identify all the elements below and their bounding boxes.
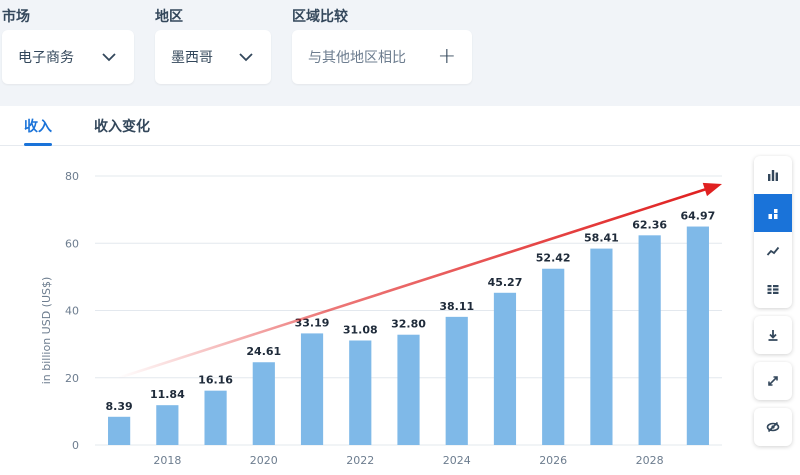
filter-bar: 市场 电子商务 地区 墨西哥 区域比较 与其他地区相比 + [0, 0, 800, 106]
expand-icon [768, 376, 778, 386]
trend-arrow [116, 182, 722, 380]
tab-revenue[interactable]: 收入 [24, 112, 52, 146]
x-tick-label: 2028 [636, 454, 664, 467]
data-label: 31.08 [343, 323, 378, 336]
visibility-group [754, 408, 792, 446]
bar[interactable] [445, 316, 468, 445]
bar[interactable] [493, 292, 517, 445]
y-axis-ticks: 0 20 40 60 80 [65, 170, 79, 452]
data-label: 11.84 [150, 388, 185, 401]
data-label: 24.61 [246, 345, 281, 358]
data-label: 38.11 [439, 300, 474, 313]
bar-chart-button[interactable] [754, 156, 792, 194]
bar[interactable] [300, 333, 324, 445]
x-tick-label: 2024 [443, 454, 471, 467]
hide-button[interactable] [754, 408, 792, 446]
stacked-chart-button[interactable] [754, 194, 792, 232]
y-tick-label: 40 [65, 305, 79, 318]
compare-region-button[interactable]: 与其他地区相比 + [292, 30, 472, 84]
y-tick-label: 0 [72, 439, 79, 452]
bars [108, 226, 709, 445]
data-label: 58.41 [584, 232, 619, 245]
chart-tabs: 收入 收入变化 [0, 106, 800, 146]
market-dropdown-value: 电子商务 [18, 50, 74, 66]
compare-filter: 区域比较 与其他地区相比 + [292, 6, 472, 84]
region-dropdown[interactable]: 墨西哥 [155, 30, 271, 84]
expand-button[interactable] [754, 362, 792, 400]
market-dropdown[interactable]: 电子商务 [2, 30, 134, 84]
table-icon [767, 285, 779, 294]
bar[interactable] [590, 248, 613, 445]
region-filter-label: 地区 [155, 9, 183, 25]
data-label: 64.97 [680, 210, 715, 223]
trend-arrow-line [116, 188, 707, 380]
trend-arrow-head [702, 182, 722, 197]
expand-group [754, 362, 792, 400]
stacked-chart-icon [768, 209, 778, 219]
chart-type-group [754, 156, 792, 308]
x-tick-label: 2018 [153, 454, 181, 467]
compare-region-label: 与其他地区相比 [308, 50, 406, 66]
x-tick-label: 2022 [346, 454, 374, 467]
region-filter: 地区 墨西哥 [155, 6, 271, 84]
chevron-down-icon [100, 48, 118, 66]
data-label: 62.36 [632, 218, 667, 231]
market-filter-label: 市场 [2, 9, 30, 25]
hide-icon [766, 421, 780, 433]
chart-toolbar [754, 156, 792, 454]
chevron-down-icon [237, 48, 255, 66]
plus-icon: + [437, 44, 456, 69]
line-chart-button[interactable] [754, 232, 792, 270]
region-dropdown-value: 墨西哥 [171, 50, 213, 66]
y-tick-label: 60 [65, 237, 79, 250]
bar[interactable] [204, 390, 227, 445]
data-label: 32.80 [391, 318, 426, 331]
compare-filter-label: 区域比较 [292, 9, 348, 25]
bar-chart-icon [768, 170, 778, 181]
y-axis-title: in billion USD (US$) [40, 277, 53, 385]
bar[interactable] [349, 340, 372, 445]
table-view-button[interactable] [754, 270, 792, 308]
bar[interactable] [638, 235, 661, 445]
bar[interactable] [686, 226, 709, 445]
market-filter: 市场 电子商务 [2, 6, 134, 84]
y-tick-label: 80 [65, 170, 79, 183]
data-label: 8.39 [106, 400, 133, 413]
x-axis-ticks: 2018 2020 2022 2024 2026 2028 [153, 454, 663, 467]
download-button[interactable] [754, 316, 792, 354]
x-tick-label: 2026 [539, 454, 567, 467]
data-label: 52.42 [536, 252, 571, 265]
y-tick-label: 20 [65, 372, 79, 385]
line-chart-icon [766, 246, 780, 256]
grid-lines [95, 175, 722, 446]
bar[interactable] [397, 334, 420, 445]
tab-revenue-change[interactable]: 收入变化 [94, 119, 150, 135]
bar[interactable] [108, 416, 131, 445]
download-group [754, 316, 792, 354]
bar[interactable] [542, 268, 565, 445]
data-label: 16.16 [198, 374, 233, 387]
bar[interactable] [156, 405, 179, 445]
download-icon [768, 330, 778, 341]
data-label: 45.27 [488, 276, 523, 289]
bar[interactable] [252, 362, 275, 445]
x-tick-label: 2020 [250, 454, 278, 467]
